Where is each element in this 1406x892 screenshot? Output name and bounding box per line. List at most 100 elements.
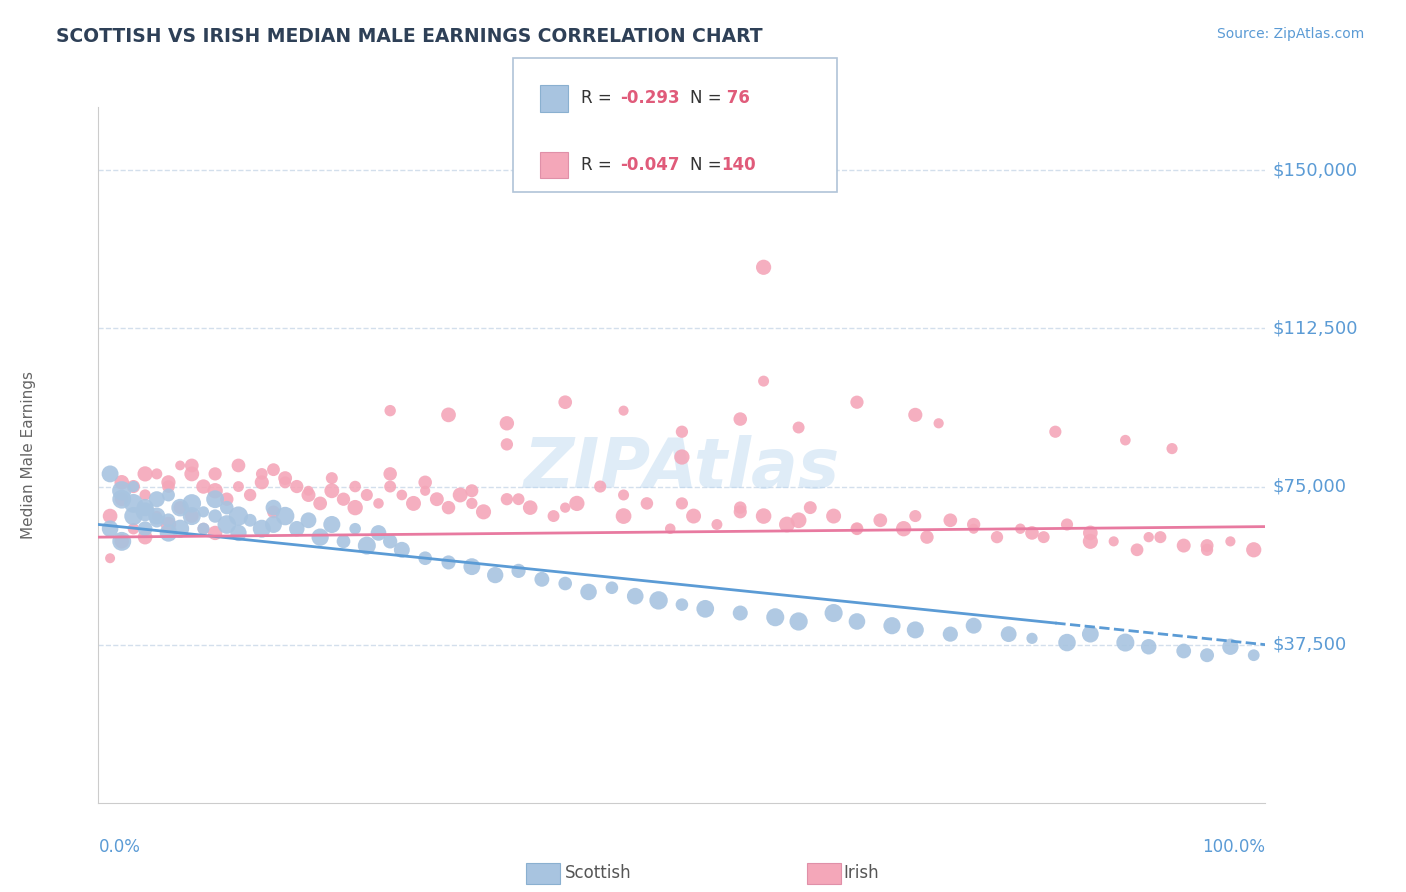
Point bbox=[262, 500, 284, 515]
Point bbox=[356, 488, 378, 502]
Point bbox=[239, 513, 262, 527]
Point bbox=[671, 598, 693, 612]
Point bbox=[274, 475, 297, 490]
Point bbox=[449, 488, 471, 502]
Point bbox=[228, 479, 250, 493]
Point bbox=[309, 530, 332, 544]
Point bbox=[98, 551, 121, 566]
Point bbox=[554, 395, 576, 409]
Point bbox=[600, 581, 623, 595]
Point bbox=[1243, 542, 1265, 557]
Point bbox=[1032, 530, 1054, 544]
Point bbox=[204, 492, 226, 507]
Point bbox=[193, 505, 215, 519]
Point bbox=[146, 467, 169, 481]
Point bbox=[98, 509, 121, 524]
Point bbox=[437, 556, 460, 570]
Text: $150,000: $150,000 bbox=[1272, 161, 1358, 179]
Point bbox=[111, 534, 134, 549]
Point bbox=[344, 479, 367, 493]
Point bbox=[962, 522, 984, 536]
Point bbox=[1137, 530, 1160, 544]
Point bbox=[204, 467, 226, 481]
Point bbox=[193, 522, 215, 536]
Point bbox=[134, 467, 156, 481]
Point bbox=[495, 492, 517, 507]
Point bbox=[111, 483, 134, 498]
Point bbox=[495, 417, 517, 431]
Point bbox=[763, 610, 786, 624]
Point bbox=[904, 623, 927, 637]
Point bbox=[332, 492, 354, 507]
Text: ZIPAtlas: ZIPAtlas bbox=[524, 435, 839, 502]
Point bbox=[122, 522, 145, 536]
Point bbox=[565, 496, 588, 510]
Point bbox=[344, 500, 367, 515]
Point bbox=[1021, 525, 1043, 540]
Point bbox=[391, 542, 413, 557]
Point bbox=[1080, 534, 1102, 549]
Point bbox=[1021, 632, 1043, 646]
Point bbox=[752, 260, 775, 275]
Point bbox=[321, 517, 343, 532]
Point bbox=[169, 500, 191, 515]
Point bbox=[413, 551, 436, 566]
Point bbox=[111, 534, 134, 549]
Point bbox=[146, 509, 169, 524]
Point bbox=[239, 488, 262, 502]
Point bbox=[647, 593, 669, 607]
Point bbox=[215, 500, 238, 515]
Point bbox=[904, 509, 927, 524]
Point bbox=[730, 505, 752, 519]
Point bbox=[1056, 635, 1078, 649]
Point bbox=[1080, 525, 1102, 540]
Point bbox=[939, 627, 962, 641]
Point bbox=[169, 458, 191, 473]
Point bbox=[472, 505, 495, 519]
Point bbox=[1173, 539, 1195, 553]
Point bbox=[111, 492, 134, 507]
Point bbox=[1126, 542, 1149, 557]
Point bbox=[297, 513, 319, 527]
Point bbox=[321, 483, 343, 498]
Point bbox=[543, 509, 565, 524]
Point bbox=[193, 479, 215, 493]
Point bbox=[1195, 542, 1218, 557]
Text: Median Male Earnings: Median Male Earnings bbox=[21, 371, 35, 539]
Point bbox=[636, 496, 658, 510]
Point bbox=[484, 568, 506, 582]
Point bbox=[134, 505, 156, 519]
Point bbox=[204, 483, 226, 498]
Point bbox=[799, 500, 821, 515]
Point bbox=[122, 496, 145, 510]
Point bbox=[508, 492, 530, 507]
Point bbox=[122, 479, 145, 493]
Point bbox=[157, 517, 180, 532]
Point bbox=[134, 488, 156, 502]
Point bbox=[671, 496, 693, 510]
Point bbox=[787, 513, 810, 527]
Point bbox=[624, 589, 647, 603]
Point bbox=[204, 509, 226, 524]
Point bbox=[695, 602, 717, 616]
Point bbox=[845, 615, 868, 629]
Point bbox=[378, 479, 402, 493]
Point bbox=[134, 522, 156, 536]
Point bbox=[787, 420, 810, 434]
Point bbox=[928, 417, 950, 431]
Point bbox=[1173, 644, 1195, 658]
Point bbox=[402, 496, 425, 510]
Point bbox=[157, 513, 180, 527]
Point bbox=[157, 475, 180, 490]
Text: 100.0%: 100.0% bbox=[1202, 838, 1265, 856]
Point bbox=[378, 403, 402, 417]
Point bbox=[880, 618, 903, 632]
Point bbox=[332, 534, 354, 549]
Point bbox=[671, 450, 693, 464]
Point bbox=[893, 522, 915, 536]
Point bbox=[612, 488, 634, 502]
Text: 140: 140 bbox=[721, 156, 756, 174]
Point bbox=[146, 509, 169, 524]
Point bbox=[495, 437, 517, 451]
Point bbox=[157, 488, 180, 502]
